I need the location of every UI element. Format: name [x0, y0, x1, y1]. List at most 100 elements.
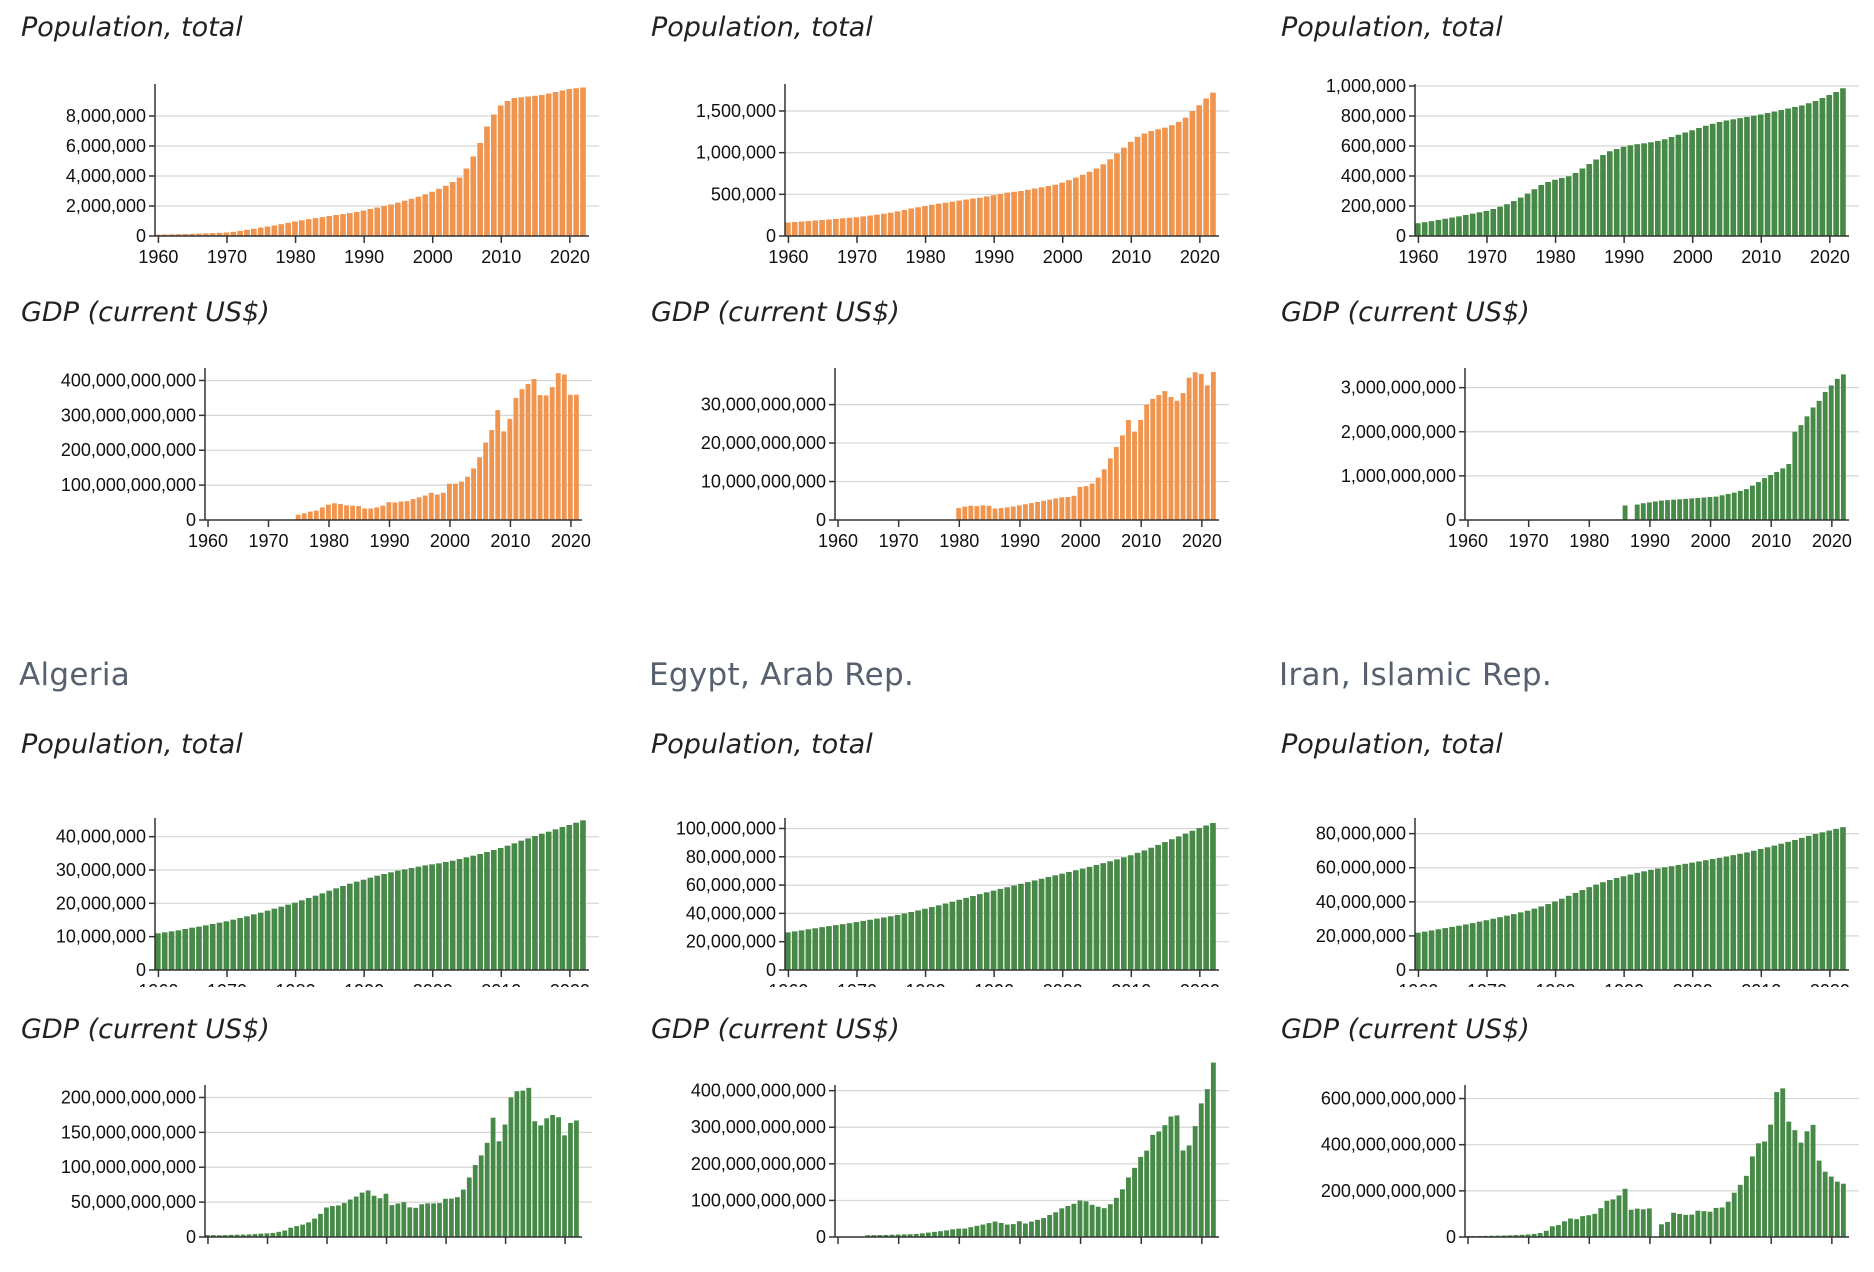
- x-tick-label: 2020: [550, 247, 590, 267]
- bar: [963, 897, 969, 970]
- x-tick-label: 2010: [490, 531, 530, 551]
- bar: [388, 872, 394, 970]
- y-tick-label: 50,000,000,000: [71, 1192, 196, 1212]
- y-tick-label: 300,000,000,000: [61, 405, 196, 425]
- bar: [556, 1117, 561, 1237]
- y-tick-label: 200,000,000,000: [1321, 1181, 1456, 1201]
- bar: [449, 182, 456, 236]
- bar: [1665, 500, 1670, 520]
- bar: [1610, 1199, 1616, 1237]
- bar: [395, 202, 401, 236]
- bar: [1025, 189, 1031, 236]
- bar: [1456, 216, 1462, 236]
- bar: [1071, 495, 1077, 520]
- bar: [942, 903, 949, 970]
- population-bar-chart: 0 500,000 1,000,000 1,500,000 1960 1970 1980 19…: [696, 84, 1229, 267]
- bar: [300, 1224, 305, 1237]
- bar: [1804, 416, 1810, 520]
- bar: [1695, 1210, 1701, 1237]
- bar: [415, 866, 422, 970]
- bar: [935, 905, 942, 970]
- x-tick-label: 1970: [207, 247, 247, 267]
- bar: [1086, 171, 1093, 236]
- y-tick-label: 100,000,000,000: [691, 1190, 826, 1210]
- bar: [389, 1205, 395, 1237]
- bar: [1025, 882, 1031, 970]
- bar: [819, 220, 825, 236]
- bar: [518, 97, 525, 236]
- bar: [449, 1198, 454, 1237]
- bar: [392, 502, 398, 520]
- bar: [887, 212, 894, 236]
- gdp-chart-title: GDP (current US$): [1281, 1014, 1530, 1045]
- bar: [1204, 1089, 1210, 1237]
- bar: [1713, 1207, 1719, 1237]
- bar: [404, 501, 410, 520]
- bar: [299, 220, 305, 236]
- bar: [335, 1205, 341, 1237]
- bar: [1607, 151, 1613, 236]
- bar: [1156, 1131, 1162, 1237]
- bar: [483, 442, 489, 520]
- bar: [1774, 1092, 1780, 1237]
- bar: [970, 198, 976, 236]
- bar: [1435, 219, 1442, 236]
- bar: [1004, 507, 1010, 520]
- bar: [1022, 1223, 1028, 1237]
- bar: [223, 232, 230, 236]
- x-tick-label: 2000: [1691, 531, 1731, 551]
- y-tick-label: 80,000,000: [1316, 824, 1406, 844]
- bar: [295, 514, 301, 520]
- bar: [367, 877, 374, 970]
- bar: [1580, 1216, 1586, 1237]
- population-bar-chart: 0 20,000,000 40,000,000 60,000,000 80,000,00…: [1316, 818, 1859, 987]
- bar: [566, 825, 573, 970]
- bar: [1828, 385, 1834, 520]
- x-tick-label: 2010: [1741, 981, 1781, 987]
- bar: [497, 105, 504, 236]
- bar: [1627, 145, 1634, 236]
- bar: [429, 864, 435, 970]
- bar: [812, 928, 819, 970]
- bar: [1150, 398, 1156, 520]
- bar: [1559, 898, 1565, 970]
- bar: [1826, 830, 1833, 970]
- bar: [502, 1124, 508, 1237]
- bar: [561, 374, 567, 520]
- bar: [1677, 499, 1683, 520]
- bar: [446, 483, 452, 520]
- bar: [1428, 930, 1435, 970]
- bar: [270, 1232, 276, 1237]
- bar: [1210, 92, 1216, 236]
- bar: [463, 857, 470, 970]
- bar: [1531, 1233, 1537, 1237]
- bar: [1725, 493, 1731, 520]
- bar: [949, 201, 956, 236]
- bar: [324, 1207, 329, 1237]
- bar: [1798, 425, 1804, 520]
- bar: [997, 888, 1004, 970]
- bar: [1737, 118, 1743, 236]
- bar: [216, 1235, 222, 1237]
- bar: [1198, 373, 1204, 520]
- bar: [1086, 866, 1093, 970]
- bar: [1155, 129, 1161, 236]
- bar: [1668, 866, 1675, 970]
- bar: [431, 1203, 436, 1237]
- gdp-bar-chart: 0 1,000,000,000 2,000,000,000 3,000,000,000…: [1341, 368, 1859, 551]
- bar: [846, 217, 853, 236]
- bar: [1435, 929, 1442, 970]
- y-tick-label: 0: [766, 960, 776, 980]
- bar: [449, 860, 456, 970]
- y-tick-label: 1,000,000: [1326, 76, 1406, 96]
- bar: [1045, 877, 1052, 970]
- bar: [1169, 125, 1175, 236]
- bar: [1725, 1201, 1731, 1237]
- bar: [484, 1142, 490, 1237]
- bar: [990, 890, 997, 970]
- country-name: Algeria: [19, 657, 131, 693]
- x-tick-label: 2020: [551, 531, 591, 551]
- bar: [1175, 836, 1182, 970]
- bar: [319, 217, 326, 236]
- bar: [325, 504, 331, 520]
